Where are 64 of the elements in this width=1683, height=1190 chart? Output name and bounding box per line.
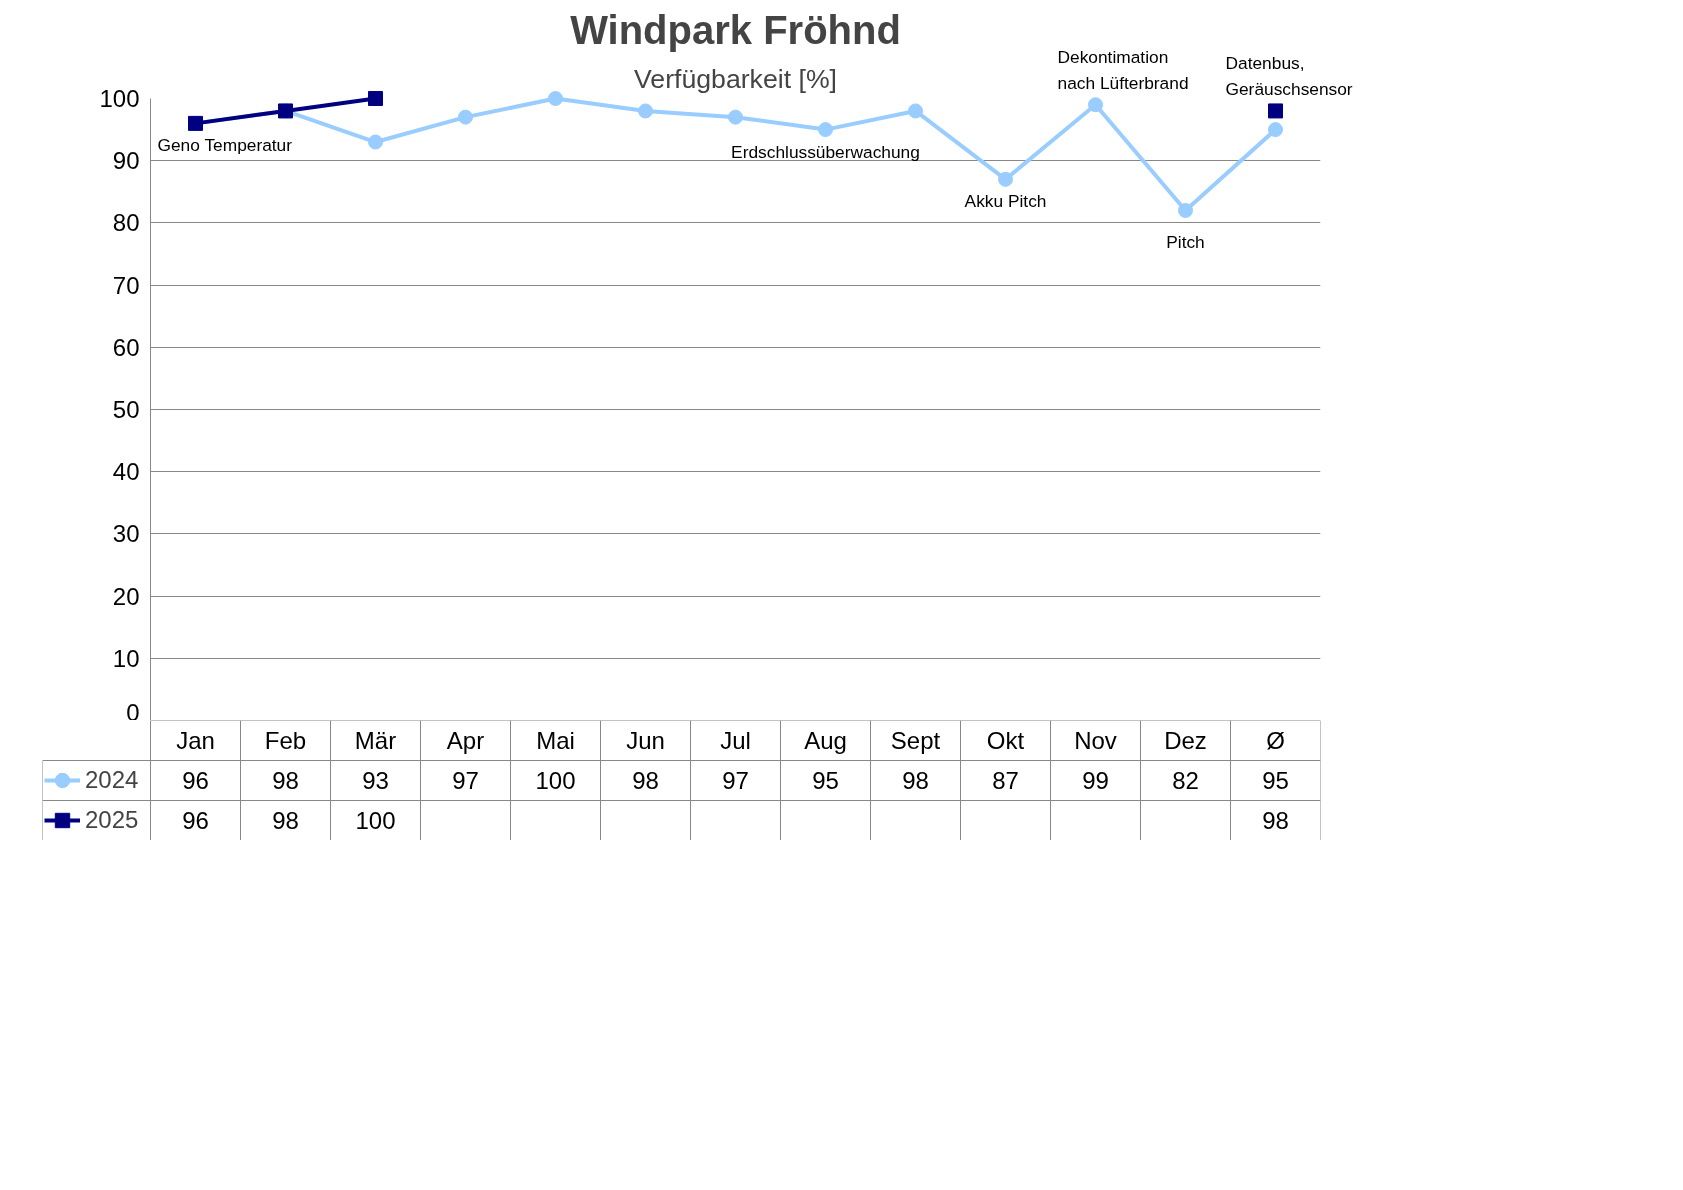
point	[638, 103, 653, 119]
x-tick-label: Aug	[804, 727, 847, 754]
point	[728, 109, 743, 125]
point	[1268, 103, 1283, 119]
data-label: 98	[1262, 807, 1289, 834]
data-label: 98	[902, 767, 929, 794]
point	[908, 103, 923, 119]
point	[1178, 202, 1193, 218]
data-label: 87	[992, 767, 1019, 794]
annotation: Dekontimation nach Lüfterbrand	[1057, 46, 1189, 93]
annotation: Pitch	[1166, 232, 1205, 253]
point	[1088, 97, 1103, 113]
point	[1268, 122, 1283, 138]
chart-subtitle: Verfügbarkeit [%]	[634, 63, 837, 94]
x-tick-label: Ø	[1266, 727, 1285, 754]
point	[548, 91, 563, 106]
data-label: 99	[1082, 767, 1109, 794]
data-label: 100	[535, 767, 576, 794]
x-tick-label: Jul	[720, 727, 751, 754]
data-label: 96	[182, 807, 209, 834]
y-tick-label: 20	[112, 582, 140, 610]
annotation: Erdschlussüberwachung	[731, 141, 920, 162]
x-tick-label: Nov	[1074, 727, 1117, 754]
data-label: 95	[1262, 767, 1289, 794]
chart-title: Windpark Fröhnd	[570, 7, 901, 52]
data-label: 97	[452, 767, 479, 794]
x-tick-label: Jun	[626, 727, 665, 754]
point	[818, 122, 833, 138]
data-label: 96	[182, 767, 209, 794]
data-label: 98	[272, 767, 299, 794]
y-tick-label: 0	[126, 698, 140, 726]
x-tick-label: Mai	[536, 727, 575, 754]
x-tick-label: Okt	[986, 727, 1025, 754]
legend-label: 2025	[85, 805, 139, 835]
y-tick-label: 40	[112, 458, 140, 486]
y-tick-label: 100	[99, 85, 140, 112]
point	[458, 109, 473, 125]
point	[368, 134, 383, 150]
x-tick-label: Sept	[890, 727, 941, 754]
data-label: 95	[812, 767, 839, 794]
data-label: 82	[1172, 767, 1199, 794]
y-tick-label: 10	[112, 644, 140, 672]
point	[368, 91, 383, 106]
y-tick-label: 80	[112, 209, 140, 237]
annotation: Geno Temperatur	[157, 135, 293, 156]
data-label: 98	[272, 807, 299, 834]
data-label: 98	[632, 767, 659, 794]
y-tick-label: 70	[112, 271, 140, 299]
x-tick-label: Jan	[176, 727, 215, 754]
y-tick-label: 90	[112, 147, 140, 175]
x-tick-label: Apr	[446, 727, 485, 754]
point	[998, 171, 1013, 187]
y-tick-label: 50	[112, 396, 140, 423]
annotation: Akku Pitch	[964, 191, 1047, 212]
data-label: 93	[362, 767, 389, 794]
x-tick-label: Mär	[354, 727, 397, 754]
annotation: Datenbus, Geräuschsensor	[1225, 52, 1353, 99]
y-tick-label: 60	[112, 333, 140, 361]
y-tick-label: 30	[112, 520, 140, 548]
x-tick-label: Feb	[264, 727, 307, 754]
data-label: 100	[355, 807, 396, 834]
data-label: 97	[722, 767, 749, 794]
legend-label: 2024	[85, 765, 139, 795]
x-tick-label: Dez	[1164, 727, 1207, 754]
